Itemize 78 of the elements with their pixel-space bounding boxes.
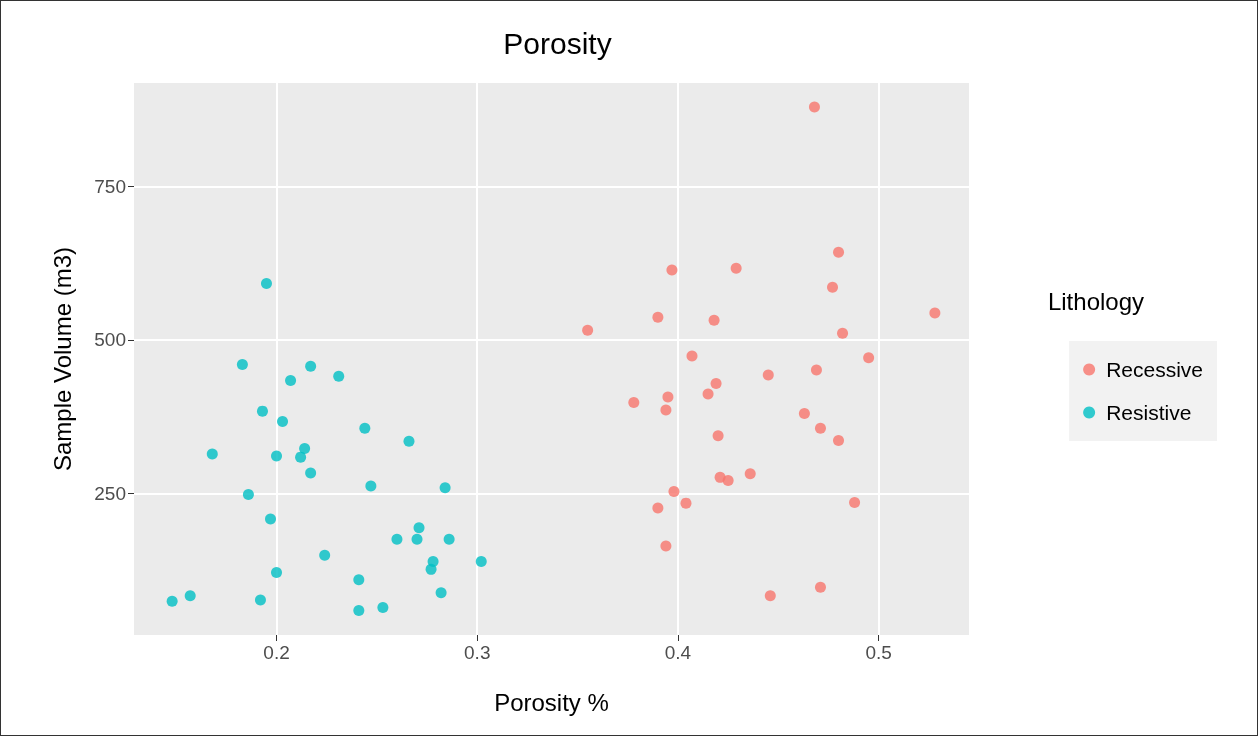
point [256, 405, 268, 417]
point [242, 489, 254, 501]
x-tick-label: 0.3 [464, 642, 491, 663]
point [184, 590, 196, 602]
point [254, 594, 266, 606]
point [413, 522, 425, 534]
point [403, 435, 415, 447]
point [686, 350, 698, 362]
point [305, 467, 317, 479]
point [166, 595, 178, 607]
point [827, 281, 839, 293]
point [849, 497, 861, 509]
point [377, 601, 389, 613]
point [443, 533, 455, 545]
point [359, 422, 371, 434]
point [277, 416, 289, 428]
point [808, 101, 820, 113]
legend-label: Resistive [1106, 401, 1192, 424]
point [764, 590, 776, 602]
point [582, 324, 594, 336]
point [425, 563, 437, 575]
chart-title: Porosity [503, 26, 612, 60]
point [236, 359, 248, 371]
point [712, 430, 724, 442]
y-tick-label: 250 [94, 482, 126, 504]
point [299, 443, 311, 455]
point [833, 435, 845, 447]
point [814, 581, 826, 593]
x-tick-label: 0.5 [865, 642, 892, 663]
point [837, 327, 849, 339]
point [710, 378, 722, 390]
point [333, 370, 345, 382]
point [435, 587, 447, 599]
point [666, 264, 678, 276]
point [206, 448, 218, 460]
point [810, 364, 822, 376]
y-axis-title: Sample Volume (m3) [48, 246, 76, 472]
point [660, 404, 672, 416]
point [833, 246, 845, 258]
x-axis-title: Porosity % [494, 688, 609, 716]
point [652, 311, 664, 323]
point [285, 374, 297, 386]
point [708, 314, 720, 326]
point [702, 388, 714, 400]
point [305, 360, 317, 372]
point [744, 468, 756, 480]
point [260, 278, 272, 290]
point [722, 474, 734, 486]
y-tick-label: 500 [94, 329, 126, 351]
point [929, 307, 941, 319]
point [798, 408, 810, 420]
y-tick-label: 750 [94, 176, 126, 198]
point [365, 480, 377, 492]
legend-title: Lithology [1047, 287, 1145, 315]
point [353, 604, 365, 616]
point [652, 502, 664, 514]
point [680, 497, 692, 509]
point [475, 555, 487, 567]
point [319, 549, 331, 561]
legend-label: Recessive [1106, 358, 1204, 381]
point [391, 533, 403, 545]
point [353, 574, 365, 586]
point [660, 540, 672, 552]
point [271, 450, 283, 462]
point [762, 369, 774, 381]
point [265, 513, 276, 525]
point [411, 533, 423, 545]
point [271, 566, 283, 578]
point [814, 422, 826, 434]
point [439, 482, 451, 494]
x-tick-label: 0.4 [664, 642, 692, 663]
point [628, 397, 640, 409]
point [668, 485, 680, 497]
point [730, 262, 742, 274]
point [295, 451, 307, 463]
point [863, 352, 875, 364]
point [662, 391, 674, 403]
x-tick-label: 0.2 [263, 642, 290, 663]
